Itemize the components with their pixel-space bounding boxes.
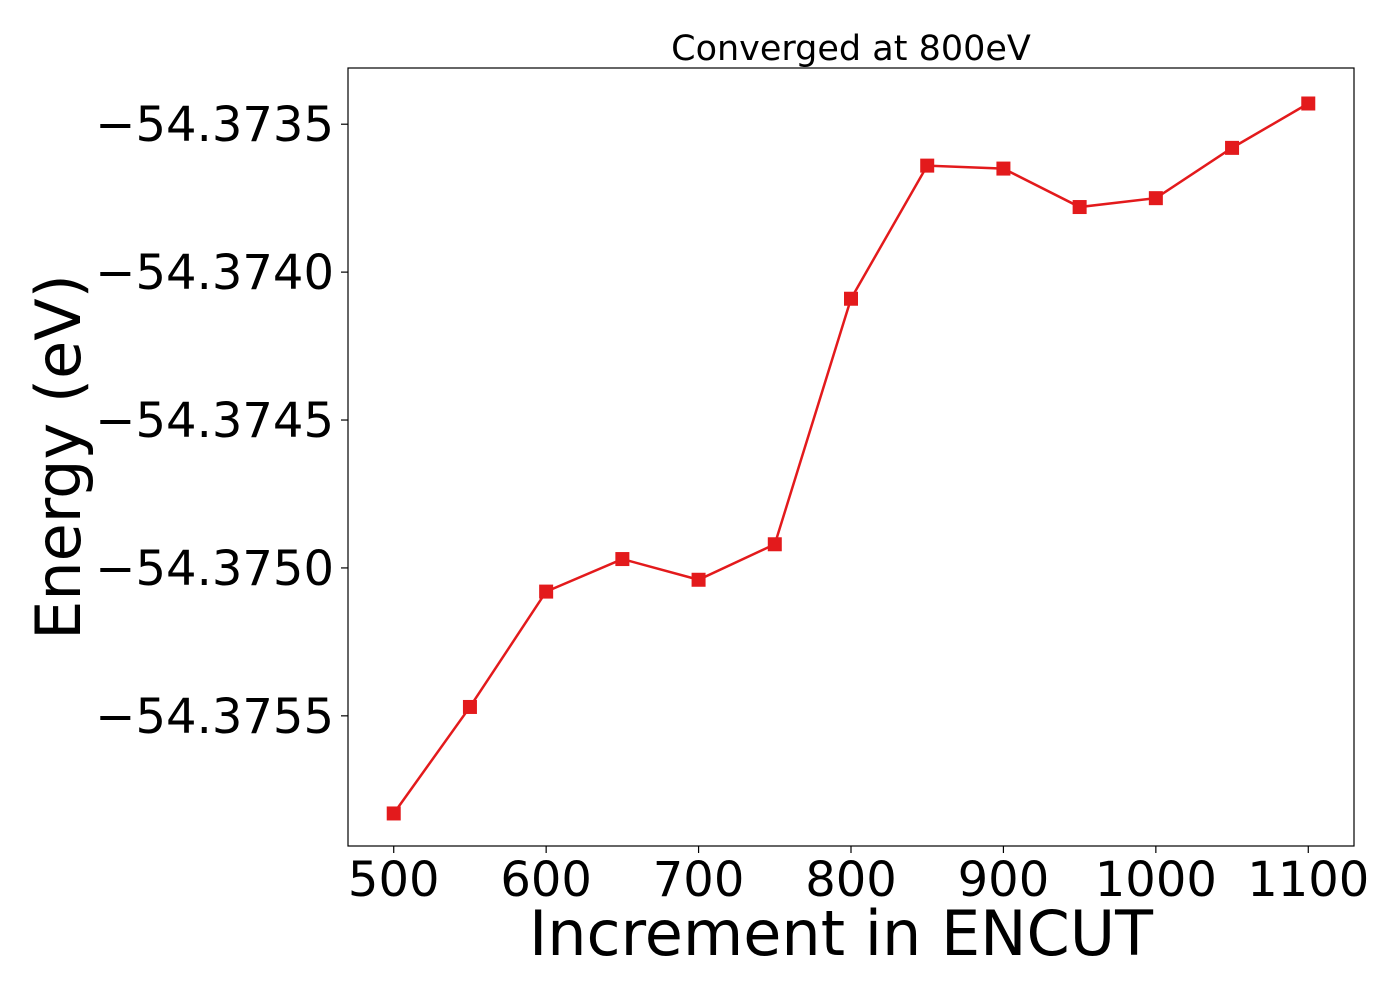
data-point (1148, 191, 1163, 206)
data-point (1072, 200, 1087, 215)
y-axis-ticks: −54.3755 −54.3750 −54.3745 −54.3740 −54.3735 (95, 97, 348, 745)
x-tick-label: 800 (805, 852, 897, 908)
x-tick-label: 1000 (1095, 852, 1217, 908)
plot-area (347, 67, 1355, 847)
data-point (462, 699, 477, 714)
data-point (920, 158, 935, 173)
series-group (386, 96, 1316, 821)
y-tick-label: −54.3755 (95, 689, 334, 745)
x-tick-label: 600 (500, 852, 592, 908)
y-tick-label: −54.3750 (95, 541, 334, 597)
x-tick-label: 500 (348, 852, 440, 908)
data-point (1301, 96, 1316, 111)
chart-title: Converged at 800eV (671, 29, 1031, 69)
data-point (691, 572, 706, 587)
data-point (996, 161, 1011, 176)
x-tick-label: 700 (653, 852, 745, 908)
y-tick-label: −54.3735 (95, 97, 334, 153)
y-tick-label: −54.3740 (95, 245, 334, 301)
x-axis-label: Increment in ENCUT (529, 897, 1154, 970)
data-point (767, 537, 782, 552)
y-axis-label: Energy (eV) (22, 274, 95, 640)
data-point (1225, 140, 1240, 155)
x-tick-label: 900 (958, 852, 1050, 908)
data-point (386, 806, 401, 821)
data-point (539, 584, 554, 599)
x-tick-label: 1100 (1247, 852, 1369, 908)
data-point (615, 552, 630, 567)
x-axis-ticks: 500 600 700 800 900 1000 1100 (348, 846, 1369, 908)
y-tick-label: −54.3745 (95, 393, 334, 449)
data-point (844, 291, 858, 306)
